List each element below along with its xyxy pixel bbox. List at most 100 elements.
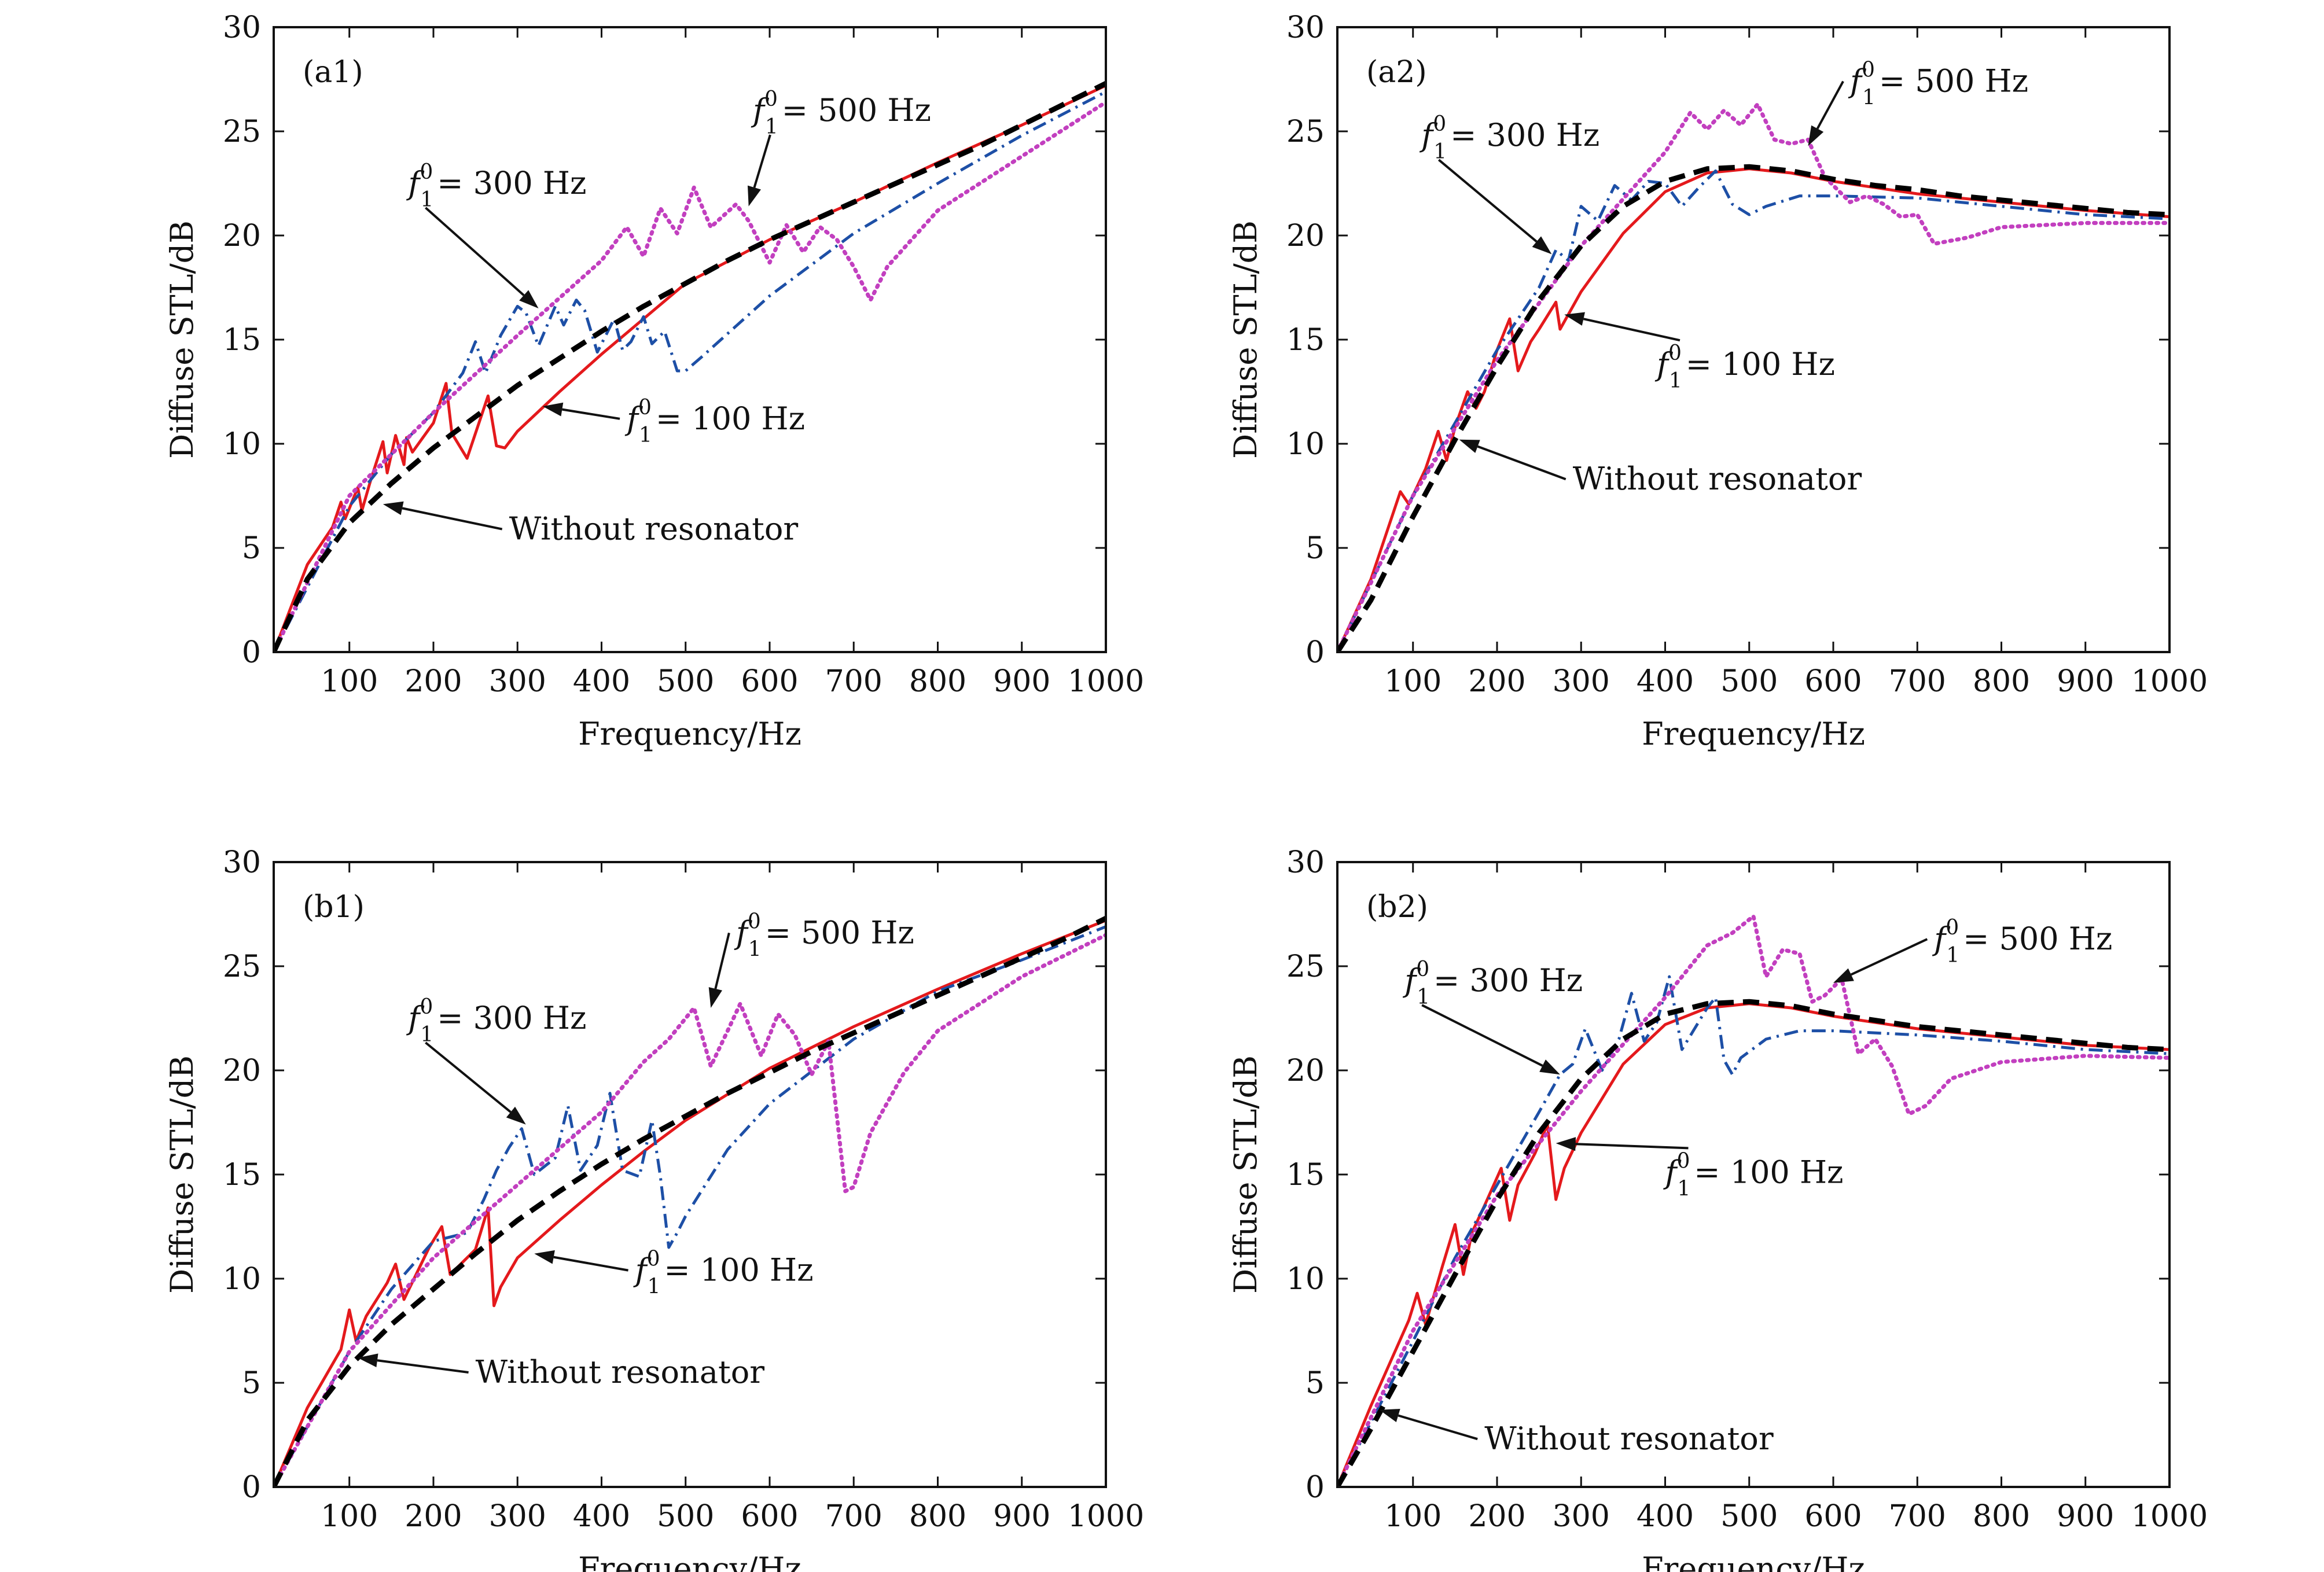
y-tick-label-b1-20: 20	[223, 1054, 261, 1088]
x-tick-label-b1-200: 200	[405, 1499, 462, 1534]
x-axis-label-a2: Frequency/Hz	[1642, 716, 1865, 752]
x-tick-label-b2-100: 100	[1384, 1499, 1442, 1534]
series-line-b1-1	[274, 925, 1106, 1487]
series-line-b1-0	[274, 919, 1106, 1487]
annotation-text-b2-0: f0 1 = 500 Hz	[1932, 916, 2112, 967]
annotation-arrowhead-a1-3	[383, 501, 404, 516]
annotation-text-a2-3: Without resonator	[1573, 461, 1862, 497]
annotation-arrowhead-b2-3	[1379, 1408, 1400, 1422]
annotation-arrow-a2-1	[1437, 159, 1538, 243]
annotation-b2-0: f0 1 = 500 Hz	[1833, 916, 2112, 983]
x-tick-label-a2-1000: 1000	[2131, 664, 2208, 699]
plot-frame-b1	[273, 861, 1107, 1488]
annotation-arrowhead-b1-3	[358, 1353, 378, 1368]
x-tick-label-b1-900: 900	[993, 1499, 1050, 1534]
y-tick-label-a2-30: 30	[1286, 10, 1325, 45]
annotation-arrow-a1-2	[562, 408, 620, 420]
x-tick-label-a2-700: 700	[1889, 664, 1946, 699]
series-line-b2-1	[1337, 975, 2169, 1487]
y-tick-label-b1-5: 5	[242, 1366, 261, 1401]
x-tick-label-a2-400: 400	[1637, 664, 1694, 699]
annotation-text-a2-2: f0 1 = 100 Hz	[1654, 341, 1835, 393]
y-tick-label-a2-25: 25	[1286, 115, 1325, 149]
y-tick-label-a2-10: 10	[1286, 427, 1325, 462]
series-line-b2-3	[1337, 999, 2169, 1487]
series-line-a1-2	[274, 100, 1106, 652]
x-tick-label-b2-400: 400	[1637, 1499, 1694, 1534]
annotation-arrowhead-b1-0	[708, 987, 723, 1008]
annotation-arrowhead-b2-0	[1833, 968, 1854, 983]
y-tick-label-a1-20: 20	[223, 219, 261, 253]
y-tick-label-b1-10: 10	[223, 1262, 261, 1297]
x-tick-label-a1-1000: 1000	[1068, 664, 1144, 699]
annotation-arrow-a2-2	[1583, 318, 1681, 342]
annotation-text-a2-0: f0 1 = 500 Hz	[1848, 58, 2028, 110]
series-line-a1-1	[274, 90, 1106, 652]
annotation-b1-3: Without resonator	[358, 1353, 764, 1390]
annotation-arrowhead-b1-2	[534, 1250, 555, 1264]
y-tick-label-a1-5: 5	[242, 531, 261, 566]
annotation-text-b1-3: Without resonator	[476, 1354, 765, 1390]
x-tick-label-b1-600: 600	[741, 1499, 798, 1534]
x-tick-label-a2-300: 300	[1553, 664, 1610, 699]
y-tick-label-b1-30: 30	[223, 845, 261, 880]
annotation-arrow-b2-2	[1575, 1143, 1689, 1150]
x-axis-label-a1: Frequency/Hz	[578, 716, 801, 752]
x-tick-label-b2-700: 700	[1889, 1499, 1946, 1534]
y-axis-label-b2: Diffuse STL/dB	[1227, 1055, 1264, 1294]
x-tick-label-b1-1000: 1000	[1068, 1499, 1144, 1534]
annotation-text-a1-1: f0 1 = 300 Hz	[406, 160, 586, 212]
annotation-arrow-b1-0	[714, 932, 730, 989]
series-line-a2-1	[1337, 169, 2169, 652]
y-tick-label-a1-25: 25	[223, 115, 261, 149]
x-tick-label-b1-100: 100	[321, 1499, 378, 1534]
annotation-text-a2-1: f0 1 = 300 Hz	[1419, 112, 1599, 164]
x-tick-label-b1-500: 500	[657, 1499, 714, 1534]
y-tick-label-b2-10: 10	[1286, 1262, 1325, 1297]
annotation-text-b2-2: f0 1 = 100 Hz	[1663, 1149, 1843, 1201]
y-tick-label-a1-10: 10	[223, 427, 261, 462]
annotation-arrowhead-a1-2	[542, 402, 564, 417]
x-tick-label-a1-200: 200	[405, 664, 462, 699]
y-tick-label-a1-0: 0	[242, 635, 261, 670]
annotation-arrow-b2-0	[1850, 938, 1928, 976]
x-tick-label-a2-600: 600	[1804, 664, 1862, 699]
annotation-a2-3: Without resonator	[1459, 439, 1862, 497]
annotation-b2-2: f0 1 = 100 Hz	[1556, 1137, 1843, 1201]
x-tick-label-b1-700: 700	[825, 1499, 882, 1534]
x-tick-label-b1-800: 800	[909, 1499, 966, 1534]
panel-label-a2: (a2)	[1366, 55, 1427, 90]
y-tick-label-b2-20: 20	[1286, 1054, 1325, 1088]
y-axis-label-b1: Diffuse STL/dB	[164, 1055, 200, 1294]
y-tick-label-a2-5: 5	[1306, 531, 1325, 566]
y-tick-label-b1-0: 0	[242, 1470, 261, 1505]
x-tick-label-a2-500: 500	[1720, 664, 1778, 699]
annotation-b2-1: f0 1 = 300 Hz	[1402, 958, 1583, 1075]
y-tick-label-a2-20: 20	[1286, 219, 1325, 253]
x-tick-label-b2-500: 500	[1720, 1499, 1778, 1534]
annotation-a1-1: f0 1 = 300 Hz	[406, 160, 586, 308]
series-line-a1-3	[274, 81, 1106, 652]
x-tick-label-b1-300: 300	[489, 1499, 546, 1534]
annotation-text-b2-3: Without resonator	[1484, 1420, 1774, 1457]
x-tick-label-a1-100: 100	[321, 664, 378, 699]
annotation-arrowhead-a1-1	[519, 290, 539, 308]
x-axis-label-b1: Frequency/Hz	[578, 1551, 801, 1572]
panel-label-b1: (b1)	[303, 890, 365, 925]
x-tick-label-a2-100: 100	[1384, 664, 1442, 699]
y-tick-label-b2-25: 25	[1286, 949, 1325, 984]
series-line-a2-0	[1337, 167, 2169, 652]
annotation-arrow-b1-1	[425, 1041, 512, 1113]
annotation-arrowhead-b1-1	[506, 1106, 526, 1125]
y-axis-label-a1: Diffuse STL/dB	[164, 220, 200, 459]
annotation-arrow-b2-3	[1398, 1414, 1478, 1441]
annotation-arrow-b1-2	[553, 1256, 628, 1272]
y-tick-label-b2-0: 0	[1306, 1470, 1325, 1505]
y-tick-label-b1-25: 25	[223, 949, 261, 984]
series-line-a2-2	[1337, 102, 2169, 652]
y-tick-label-b2-15: 15	[1286, 1158, 1325, 1192]
x-tick-label-b2-200: 200	[1468, 1499, 1525, 1534]
annotation-b1-0: f0 1 = 500 Hz	[708, 910, 914, 1008]
chart-panel-b2: 100 200 300 400 500 600 700 800 900 1000 0 5 10 15 20 2…	[1227, 845, 2208, 1572]
